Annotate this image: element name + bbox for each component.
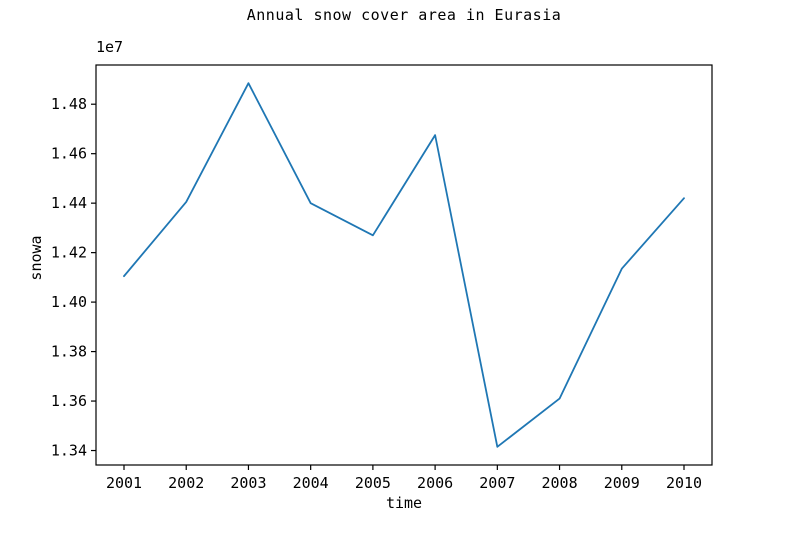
y-tick-label: 1.38 (51, 343, 87, 361)
x-tick-label: 2002 (168, 474, 204, 492)
y-tick-label: 1.44 (51, 194, 87, 212)
x-tick-label: 2003 (230, 474, 266, 492)
plot-border (95, 64, 713, 466)
y-tick-label: 1.36 (51, 392, 87, 410)
snow-cover-line (123, 82, 685, 448)
y-tick-label: 1.42 (51, 244, 87, 262)
y-tick-label: 1.46 (51, 145, 87, 163)
y-tick-label: 1.34 (51, 442, 87, 460)
y-tick-label: 1.48 (51, 95, 87, 113)
x-tick-label: 2006 (417, 474, 453, 492)
x-tick-label: 2007 (479, 474, 515, 492)
x-tick-label: 2009 (604, 474, 640, 492)
y-axis-offset-label: 1e7 (96, 38, 124, 56)
x-tick-label: 2004 (293, 474, 329, 492)
x-axis-label: time (385, 494, 423, 512)
chart-title: Annual snow cover area in Eurasia (246, 6, 562, 24)
x-tick-label: 2001 (106, 474, 142, 492)
x-tick-label: 2008 (541, 474, 577, 492)
x-tick-label: 2005 (355, 474, 391, 492)
x-tick-label: 2010 (666, 474, 702, 492)
y-tick-label: 1.40 (51, 293, 87, 311)
